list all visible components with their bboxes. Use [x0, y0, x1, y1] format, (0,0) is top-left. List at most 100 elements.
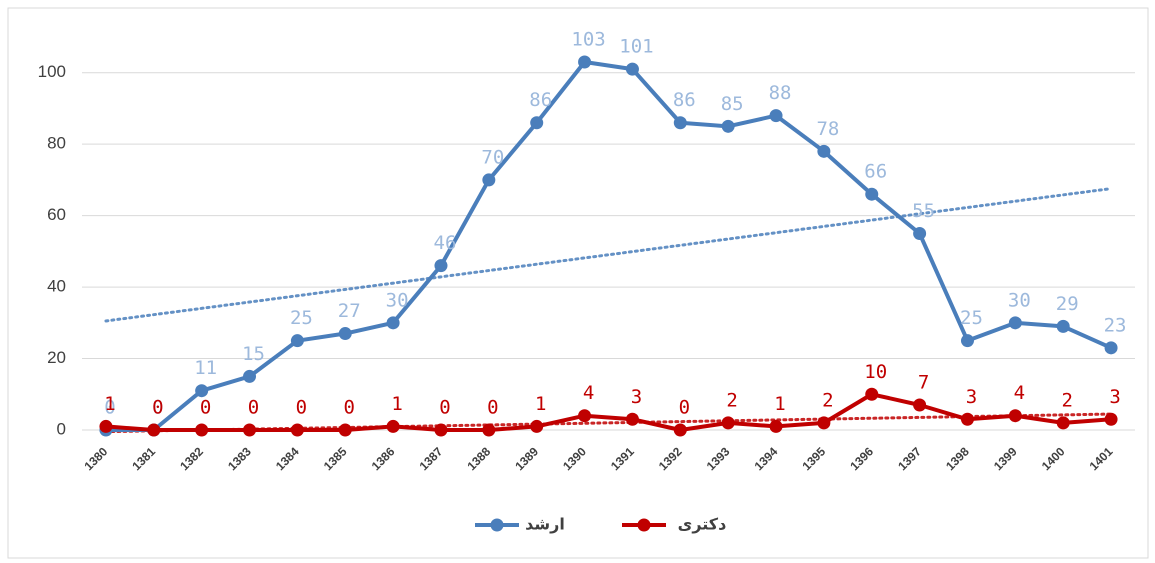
point [530, 419, 544, 433]
value-label: 0 [296, 397, 307, 419]
point [530, 116, 544, 130]
point [721, 119, 735, 133]
value-label: 1 [535, 393, 546, 415]
point [721, 416, 735, 430]
value-label: 0 [104, 397, 115, 419]
point [195, 423, 209, 437]
point [1008, 409, 1022, 423]
point [386, 419, 400, 433]
value-label: 1 [391, 393, 402, 415]
point [817, 144, 831, 158]
point [865, 187, 879, 201]
y-tick-label: 100 [38, 62, 66, 81]
point [434, 259, 448, 273]
value-label: 23 [1104, 314, 1127, 336]
legend-item: دکتری [622, 515, 726, 534]
point [673, 116, 687, 130]
value-label: 25 [960, 307, 983, 329]
value-label: 10 [864, 361, 887, 383]
value-label: 70 [481, 146, 504, 168]
value-label: 3 [631, 386, 642, 408]
value-label: 86 [529, 89, 552, 111]
value-label: 1 [774, 393, 785, 415]
value-label: 2 [1061, 389, 1072, 411]
value-label: 0 [152, 397, 163, 419]
y-tick-label: 60 [47, 205, 66, 224]
value-label: 0 [200, 397, 211, 419]
value-label: 46 [434, 232, 457, 254]
value-label: 4 [583, 382, 594, 404]
value-label: 0 [679, 397, 690, 419]
value-label: 85 [721, 93, 744, 115]
legend-label: دکتری [678, 515, 727, 534]
point [290, 423, 304, 437]
value-label: 0 [344, 397, 355, 419]
value-label: 2 [822, 389, 833, 411]
value-label: 1 [104, 393, 115, 415]
point [243, 369, 257, 383]
value-label: 78 [816, 118, 839, 140]
value-label: 0 [487, 397, 498, 419]
legend-marker [490, 518, 504, 532]
point [1056, 319, 1070, 333]
legend-marker [637, 518, 651, 532]
value-label: 88 [769, 82, 792, 104]
point [482, 173, 496, 187]
point [1056, 416, 1070, 430]
point [960, 334, 974, 348]
point [243, 423, 257, 437]
chart-frame [7, 7, 1149, 559]
point [625, 62, 639, 76]
value-label: 3 [1109, 386, 1120, 408]
value-label: 2 [726, 389, 737, 411]
point [817, 416, 831, 430]
y-tick-label: 40 [47, 277, 66, 296]
trendline [104, 187, 1113, 323]
value-label: 30 [386, 289, 409, 311]
point [147, 423, 161, 437]
value-label: 103 [571, 29, 605, 51]
point [769, 109, 783, 123]
value-label: 4 [1014, 382, 1025, 404]
value-label: 29 [1056, 293, 1079, 315]
point [195, 384, 209, 398]
point [99, 419, 113, 433]
legend-label: ارشد [525, 515, 565, 534]
value-label: 25 [290, 307, 313, 329]
value-label: 30 [1008, 289, 1031, 311]
value-label: 11 [194, 357, 217, 379]
point [290, 334, 304, 348]
value-label: 86 [673, 89, 696, 111]
point [578, 55, 592, 69]
point [673, 423, 687, 437]
point [482, 423, 496, 437]
value-label: 0 [439, 397, 450, 419]
value-label: 55 [912, 200, 935, 222]
point [338, 423, 352, 437]
point [913, 398, 927, 412]
value-label: 3 [966, 386, 977, 408]
point [338, 327, 352, 341]
value-label: 0 [152, 397, 163, 419]
legend-item: ارشد [475, 515, 565, 534]
point [625, 412, 639, 426]
point [386, 316, 400, 330]
value-label: 101 [619, 36, 653, 58]
series-line [105, 392, 1112, 432]
value-label: 0 [248, 397, 259, 419]
series-line [105, 60, 1112, 432]
point [769, 419, 783, 433]
point [960, 412, 974, 426]
point [578, 409, 592, 423]
y-tick-label: 20 [47, 348, 66, 367]
point [434, 423, 448, 437]
point [1104, 341, 1118, 355]
value-label: 66 [864, 161, 887, 183]
point [865, 387, 879, 401]
y-tick-label: 80 [47, 134, 66, 153]
value-label: 15 [242, 343, 265, 365]
point [1104, 412, 1118, 426]
value-label: 7 [918, 371, 929, 393]
value-label: 27 [338, 300, 361, 322]
